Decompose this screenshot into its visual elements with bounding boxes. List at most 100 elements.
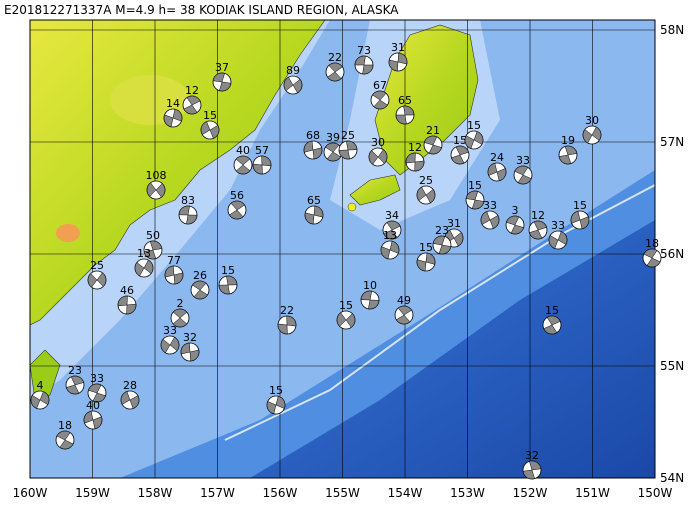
beachball-quadrant bbox=[465, 190, 479, 201]
event-depth: 15 bbox=[467, 119, 481, 132]
map-frame bbox=[29, 19, 656, 479]
beachball-quadrant bbox=[218, 284, 230, 295]
event-depth: 49 bbox=[397, 294, 411, 307]
event-depth: 13 bbox=[137, 247, 151, 260]
beachball bbox=[170, 308, 190, 328]
event-depth: 83 bbox=[181, 194, 195, 207]
event-depth: 15 bbox=[419, 241, 433, 254]
beachball bbox=[87, 270, 107, 290]
beachball-quadrant bbox=[88, 383, 102, 394]
event-depth: 31 bbox=[447, 217, 461, 230]
event-depth: 56 bbox=[230, 189, 244, 202]
beachball-quadrant bbox=[30, 395, 41, 409]
event-depth: 26 bbox=[193, 269, 207, 282]
event-depth: 18 bbox=[58, 419, 72, 432]
beachball-quadrant bbox=[235, 164, 251, 175]
beachball-quadrant bbox=[146, 182, 157, 197]
beachball bbox=[642, 248, 662, 268]
event-depth: 14 bbox=[166, 97, 180, 110]
event-depth: 22 bbox=[280, 304, 294, 317]
beachball-quadrant bbox=[473, 131, 484, 145]
beachball bbox=[164, 265, 184, 285]
beachball-quadrant bbox=[92, 392, 106, 403]
event-depth: 33 bbox=[90, 372, 104, 385]
event-depth: 4 bbox=[37, 379, 44, 392]
beachball-quadrant bbox=[143, 249, 157, 260]
beachball-quadrant bbox=[155, 183, 166, 198]
event-depth: 15 bbox=[203, 109, 217, 122]
beachball-quadrant bbox=[219, 81, 232, 92]
beachball-quadrant bbox=[425, 189, 436, 204]
lon-label: 154W bbox=[388, 486, 423, 500]
beachball-quadrant bbox=[579, 216, 590, 230]
beachball-quadrant bbox=[186, 95, 201, 106]
beachball-quadrant bbox=[380, 246, 391, 260]
beachball-quadrant bbox=[164, 265, 175, 278]
beachball-quadrant bbox=[643, 248, 658, 259]
beachball-quadrant bbox=[564, 145, 578, 156]
beachball-quadrant bbox=[275, 395, 286, 409]
beachball-quadrant bbox=[183, 104, 198, 115]
beachball-quadrant bbox=[292, 78, 303, 94]
beachball bbox=[146, 180, 166, 200]
beachball-quadrant bbox=[230, 200, 245, 211]
lat-label: 58N bbox=[660, 23, 684, 37]
event-depth: 22 bbox=[328, 51, 342, 64]
beachball-quadrant bbox=[286, 315, 297, 327]
beachball-quadrant bbox=[514, 165, 529, 176]
beachball-quadrant bbox=[373, 99, 388, 110]
beachball-quadrant bbox=[383, 229, 398, 240]
event-depth: 30 bbox=[585, 114, 599, 127]
beachball-quadrant bbox=[336, 312, 347, 327]
beachball-quadrant bbox=[163, 114, 174, 128]
event-depth: 89 bbox=[286, 64, 300, 77]
event-depth: 25 bbox=[341, 129, 355, 142]
event-depth: 33 bbox=[516, 154, 530, 167]
beachball-quadrant bbox=[235, 155, 251, 166]
beachball-quadrant bbox=[543, 324, 558, 335]
beachball bbox=[212, 72, 232, 92]
beachball-quadrant bbox=[386, 220, 401, 231]
beachball-quadrant bbox=[200, 121, 211, 135]
beachball bbox=[548, 230, 568, 250]
beachball bbox=[283, 75, 303, 95]
beachball-quadrant bbox=[328, 62, 343, 73]
beachball bbox=[465, 190, 485, 210]
beachball-quadrant bbox=[377, 149, 388, 164]
beachball-quadrant bbox=[129, 395, 140, 409]
beachball-quadrant bbox=[397, 305, 412, 316]
beachball-quadrant bbox=[193, 289, 208, 300]
beachball bbox=[558, 145, 578, 165]
event-depth: 33 bbox=[163, 324, 177, 337]
beachball bbox=[190, 280, 210, 300]
beachball-quadrant bbox=[428, 144, 442, 155]
beachball-quadrant bbox=[496, 168, 507, 182]
beachball-quadrant bbox=[59, 439, 74, 450]
beachball bbox=[336, 310, 356, 330]
beachball bbox=[416, 185, 436, 205]
beachball-quadrant bbox=[548, 235, 559, 249]
beachball-quadrant bbox=[424, 135, 438, 146]
event-depth: 28 bbox=[123, 379, 137, 392]
beachball bbox=[542, 315, 562, 335]
beachball-quadrant bbox=[646, 257, 661, 268]
beachball-quadrant bbox=[464, 135, 475, 149]
lon-label: 150W bbox=[638, 486, 673, 500]
beachball-quadrant bbox=[529, 460, 542, 471]
beachball bbox=[405, 152, 425, 172]
beachball-quadrant bbox=[368, 150, 379, 165]
beachball bbox=[528, 220, 548, 240]
lon-label: 153W bbox=[450, 486, 485, 500]
beachball-quadrant bbox=[189, 349, 200, 362]
beachball-quadrant bbox=[134, 262, 145, 277]
beachball-quadrant bbox=[83, 410, 94, 424]
beachball-quadrant bbox=[186, 214, 198, 225]
beachball-quadrant bbox=[425, 252, 436, 265]
beachball-quadrant bbox=[388, 59, 399, 72]
beachball bbox=[513, 165, 533, 185]
beachball bbox=[160, 335, 180, 355]
beachball-quadrant bbox=[396, 314, 411, 325]
lon-label: 156W bbox=[263, 486, 298, 500]
beachball bbox=[266, 395, 286, 415]
beachball-quadrant bbox=[405, 152, 416, 164]
